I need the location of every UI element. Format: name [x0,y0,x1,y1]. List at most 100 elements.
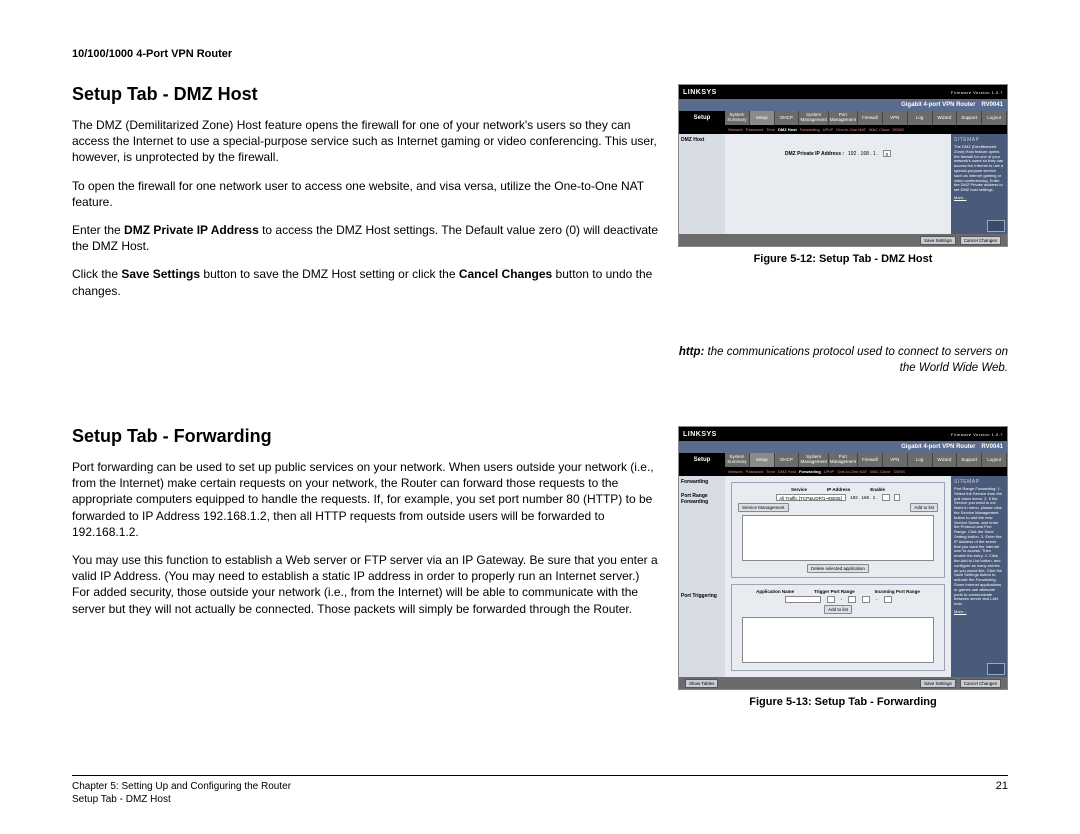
term-save-settings: Save Settings [121,267,200,281]
incoming-to-input[interactable] [884,596,892,603]
device-name: Gigabit 4-port VPN Router [901,444,975,450]
sitemap-label[interactable]: SITEMAP [954,137,1004,143]
service-select[interactable]: All Traffic [TCP&UDP/1~65535] [776,494,846,501]
sub-tabs: Network Password Time DMZ Host Forwardin… [725,467,1007,476]
col-app-name: Application Name [756,589,794,594]
dmz-paragraph-1: The DMZ (Demilitarized Zone) Host featur… [72,117,660,166]
more-link[interactable]: More... [954,196,1004,201]
tab-wizard[interactable]: Wizard [933,453,958,467]
tab-wizard[interactable]: Wizard [933,111,958,125]
app-name-input[interactable] [785,596,821,603]
sub-tabs: Network Password Time DMZ Host Forwardin… [725,125,1007,134]
fwd-text-column: Setup Tab - Forwarding Port forwarding c… [72,426,660,708]
tab-system-summary[interactable]: System Summary [725,453,750,467]
dmz-paragraph-4: Click the Save Settings button to save t… [72,266,660,298]
dmz-heading: Setup Tab - DMZ Host [72,84,660,105]
subtab[interactable]: One-to-One NAT [837,469,867,474]
tab-setup[interactable]: Setup [750,111,775,125]
subtab[interactable]: One-to-One NAT [836,127,866,132]
tab-dhcp[interactable]: DHCP [775,453,800,467]
cancel-changes-button[interactable]: Cancel Changes [960,679,1001,688]
add-to-list-button[interactable]: Add to list [910,503,938,512]
delete-selected-button[interactable]: Delete selected application [807,564,869,573]
dmz-paragraph-3: Enter the DMZ Private IP Address to acce… [72,222,660,254]
trigger-to-input[interactable] [848,596,856,603]
tab-dhcp[interactable]: DHCP [775,111,800,125]
fwd-paragraph-2: You may use this function to establish a… [72,552,660,617]
tab-firewall[interactable]: Firewall [858,453,883,467]
subtab[interactable]: DDNS [893,127,904,132]
subtab[interactable]: Time [766,469,775,474]
tab-logout[interactable]: Logout [982,453,1007,467]
save-settings-button[interactable]: Save Settings [920,236,956,245]
subtab[interactable]: Password [746,469,764,474]
firmware-label: Firmware Version 1.0.7 [951,90,1003,95]
tab-port-mgmt[interactable]: Port Management [829,111,858,125]
brand-label: LINKSYS [683,89,717,96]
main-tabs: System Summary Setup DHCP System Managem… [725,111,1007,125]
main-tab-label: Setup [679,111,725,125]
term-cancel-changes: Cancel Changes [459,267,552,281]
model-name: RV0041 [981,102,1003,108]
tab-system-mgmt[interactable]: System Management [799,111,828,125]
fwd-heading: Setup Tab - Forwarding [72,426,660,447]
dmz-ip-input[interactable]: 0 [883,150,892,157]
subtab[interactable]: Password [746,127,764,132]
subtab[interactable]: DDNS [894,469,905,474]
dmz-ip-prefix: 192 . 168 . 1 . [848,151,879,157]
tab-log[interactable]: Log [908,453,933,467]
tab-support[interactable]: Support [957,453,982,467]
save-settings-button[interactable]: Save Settings [920,679,956,688]
page-footer: Chapter 5: Setting Up and Configuring th… [72,775,1008,806]
enable-checkbox[interactable] [894,494,900,501]
tab-system-mgmt[interactable]: System Management [799,453,828,467]
tab-vpn[interactable]: VPN [883,111,908,125]
figure-fwd-screenshot: LINKSYS Firmware Version 1.0.7 Gigabit 4… [678,426,1008,690]
tab-log[interactable]: Log [908,111,933,125]
sitemap-label[interactable]: SITEMAP [954,479,1004,485]
tab-firewall[interactable]: Firewall [858,111,883,125]
tab-support[interactable]: Support [957,111,982,125]
cisco-logo [987,220,1005,232]
model-name: RV0041 [981,444,1003,450]
main-tabs: System Summary Setup DHCP System Managem… [725,453,1007,467]
tab-setup[interactable]: Setup [750,453,775,467]
subtab[interactable]: UPnP [823,127,833,132]
subtab[interactable]: Time [766,127,775,132]
device-name: Gigabit 4-port VPN Router [901,102,975,108]
trigger-list[interactable] [742,617,934,663]
firmware-label: Firmware Version 1.0.7 [951,432,1003,437]
col-trigger-range: Trigger Port Range [814,589,855,594]
tab-system-summary[interactable]: System Summary [725,111,750,125]
page-number: 21 [996,780,1008,806]
definition-text: the communications protocol used to conn… [704,346,1008,374]
dmz-paragraph-2: To open the firewall for one network use… [72,178,660,210]
definition-http: http: the communications protocol used t… [678,345,1008,376]
more-link[interactable]: More... [954,610,1004,615]
forwarding-list[interactable] [742,515,934,561]
subtab[interactable]: Network [728,469,743,474]
subtab[interactable]: Network [728,127,743,132]
tab-logout[interactable]: Logout [982,111,1007,125]
side-label-forwarding: Forwarding [681,479,723,485]
ip-input[interactable] [882,494,890,501]
port-range-panel: Service IP Address Enable All Traffic [T… [731,482,945,578]
subtab[interactable]: DMZ Host [778,469,796,474]
cancel-changes-button[interactable]: Cancel Changes [960,236,1001,245]
trigger-from-input[interactable] [827,596,835,603]
subtab-active[interactable]: Forwarding [799,469,821,474]
text-run: Click the [72,267,121,281]
subtab[interactable]: MAC Clone [870,469,890,474]
side-label-port-range: Port Range Forwarding [681,493,723,505]
subtab[interactable]: UPnP [824,469,834,474]
tab-port-mgmt[interactable]: Port Management [829,453,858,467]
service-mgmt-button[interactable]: Service Management [738,503,789,512]
tab-vpn[interactable]: VPN [883,453,908,467]
subtab[interactable]: Forwarding [800,127,820,132]
trigger-add-button[interactable]: Add to list [824,605,852,614]
show-tables-button[interactable]: Show Tables [685,679,718,688]
incoming-from-input[interactable] [862,596,870,603]
subtab-active[interactable]: DMZ Host [778,127,797,132]
subtab[interactable]: MAC Clone [869,127,889,132]
help-text: Port Range Forwarding: 1. Select the Ser… [954,487,1004,607]
